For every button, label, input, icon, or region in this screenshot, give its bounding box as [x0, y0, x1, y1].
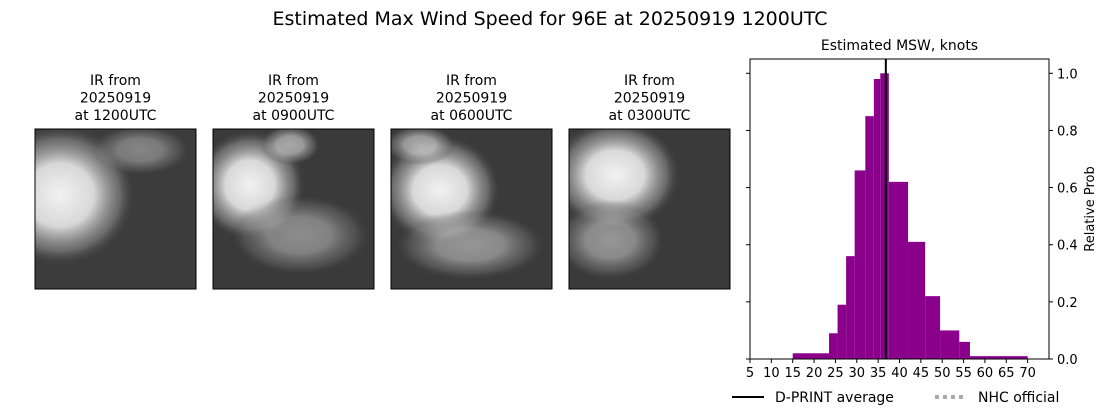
image-frame [34, 128, 197, 290]
x-tick-label: 55 [955, 366, 972, 381]
chart-title: Estimated MSW, knots [821, 38, 978, 54]
bar [854, 170, 866, 359]
panel-title: at 0600UTC [431, 108, 513, 124]
image-frame [568, 128, 731, 290]
x-tick-label: 60 [977, 366, 994, 381]
bar [959, 341, 970, 359]
y-tick-label: 0.0 [1057, 353, 1078, 368]
x-tick-label: 40 [891, 366, 908, 381]
x-tick-label: 5 [746, 366, 754, 381]
panel-title: 20250919 [258, 91, 329, 107]
y-tick-label: 0.2 [1057, 296, 1078, 311]
x-tick-label: 65 [998, 366, 1015, 381]
panel-title: IR from [90, 73, 141, 89]
bar [888, 181, 909, 359]
legend-label: D-PRINT average [775, 390, 894, 406]
bar [969, 356, 1028, 359]
bar [925, 296, 941, 359]
panel-title: 20250919 [614, 91, 685, 107]
bar [829, 333, 838, 359]
x-tick-label: 50 [934, 366, 951, 381]
panel-title: at 0900UTC [253, 108, 335, 124]
x-tick-label: 10 [763, 366, 780, 381]
y-axis-label: Relative Prob [1083, 166, 1098, 251]
image-frame [212, 128, 375, 290]
bar [908, 241, 926, 359]
bar [792, 353, 830, 359]
x-tick-label: 20 [806, 366, 823, 381]
bar [846, 256, 855, 359]
satellite-image [35, 129, 196, 289]
legend-label: NHC official [978, 390, 1059, 406]
x-tick-label: 15 [784, 366, 801, 381]
bar [940, 330, 960, 359]
panel-title: at 1200UTC [75, 108, 157, 124]
x-tick-label: 35 [870, 366, 887, 381]
y-tick-label: 0.6 [1057, 182, 1078, 197]
x-tick-label: 45 [913, 366, 930, 381]
panel-title: 20250919 [436, 91, 507, 107]
satellite-image [569, 129, 730, 289]
bar [873, 79, 881, 359]
image-frame [390, 128, 553, 290]
bar [880, 73, 889, 360]
bar [837, 304, 847, 359]
bar [865, 116, 874, 360]
y-tick-label: 1.0 [1057, 67, 1078, 82]
satellite-image [391, 129, 552, 289]
figure-title: Estimated Max Wind Speed for 96E at 2025… [272, 8, 827, 30]
panel-title: IR from [268, 73, 319, 89]
panel-title: IR from [624, 73, 675, 89]
x-tick-label: 30 [849, 366, 866, 381]
panel-title: IR from [446, 73, 497, 89]
x-tick-label: 25 [827, 366, 844, 381]
y-tick-label: 0.4 [1057, 239, 1078, 254]
y-tick-label: 0.8 [1057, 124, 1078, 139]
x-tick-label: 70 [1019, 366, 1036, 381]
satellite-image [213, 129, 374, 289]
panel-title: at 0300UTC [609, 108, 691, 124]
panel-title: 20250919 [80, 91, 151, 107]
